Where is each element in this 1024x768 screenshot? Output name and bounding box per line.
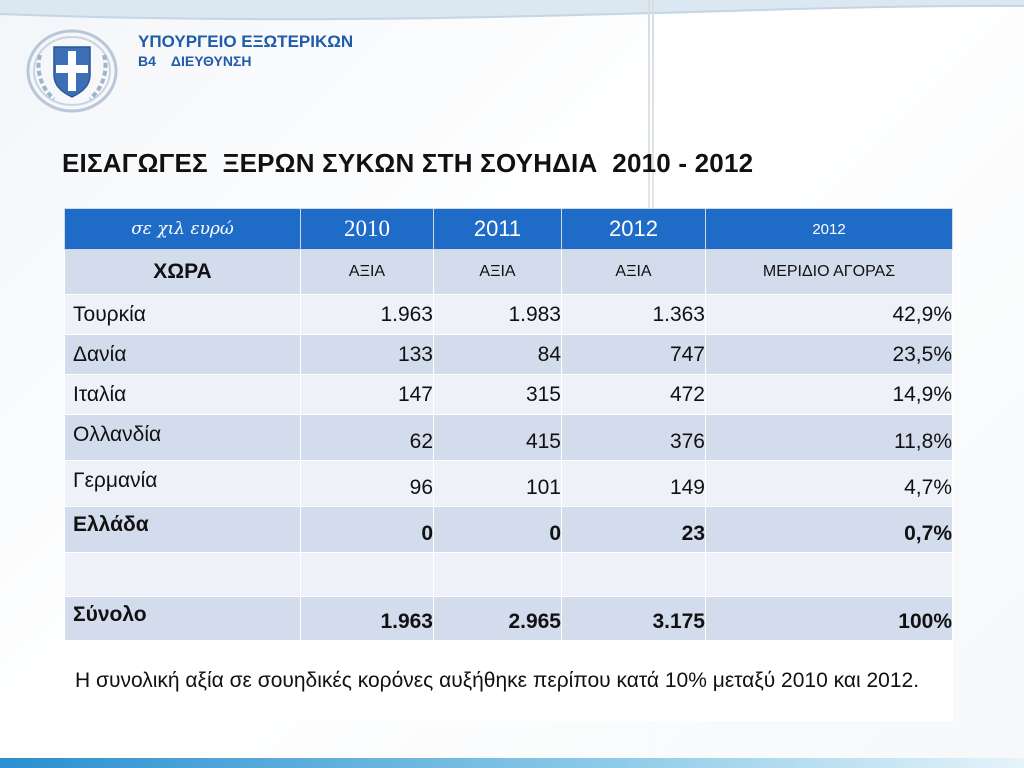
year-2011-header: 2011: [433, 208, 562, 250]
table-row: Δανία 133 84 747 23,5%: [64, 334, 953, 375]
top-wave-decoration: [0, 0, 1024, 21]
value-cell: 62: [300, 414, 434, 461]
value-cell: 1.363: [561, 294, 706, 335]
bottom-strip: [0, 758, 1024, 768]
value-column-header: ΑΞΙΑ: [561, 249, 706, 295]
table-subheader-row: ΧΩΡΑ ΑΞΙΑ ΑΞΙΑ ΑΞΙΑ ΜΕΡΙΔΙΟ ΑΓΟΡΑΣ: [64, 249, 953, 295]
value-cell: 0: [433, 506, 562, 553]
share-cell: 42,9%: [705, 294, 953, 335]
year-2012-header: 2012: [561, 208, 706, 250]
total-label: Σύνολο: [64, 596, 301, 641]
value-cell: 1.983: [433, 294, 562, 335]
value-column-header: ΑΞΙΑ: [300, 249, 434, 295]
note-text: Η συνολική αξία σε σουηδικές κορόνες αυξ…: [64, 640, 953, 721]
share-cell: 4,7%: [705, 460, 953, 507]
ministry-name: ΥΠΟΥΡΓΕΙΟ ΕΞΩΤΕΡΙΚΩΝ: [138, 32, 354, 51]
value-cell: 747: [561, 334, 706, 375]
year-2010-header: 2010: [300, 208, 434, 250]
table-row: Ιταλία 147 315 472 14,9%: [64, 374, 953, 415]
total-value-cell: 1.963: [300, 596, 434, 641]
value-cell: 315: [433, 374, 562, 415]
table-header-row: σε χιλ ευρώ 2010 2011 2012 2012: [64, 208, 953, 250]
country-cell: Τουρκία: [64, 294, 301, 335]
value-column-header: ΑΞΙΑ: [433, 249, 562, 295]
country-cell: Ελλάδα: [64, 506, 301, 553]
country-cell: Γερμανία: [64, 460, 301, 507]
country-column-header: ΧΩΡΑ: [64, 249, 301, 295]
share-year-header: 2012: [705, 208, 953, 250]
share-cell: 14,9%: [705, 374, 953, 415]
greek-emblem-logo: [26, 29, 118, 113]
table-row: Ολλανδία 62 415 376 11,8%: [64, 414, 953, 461]
table-row: Ελλάδα 0 0 23 0,7%: [64, 506, 953, 553]
empty-row: [64, 552, 953, 597]
value-cell: 1.963: [300, 294, 434, 335]
table-row: Γερμανία 96 101 149 4,7%: [64, 460, 953, 507]
value-cell: 96: [300, 460, 434, 507]
value-cell: 147: [300, 374, 434, 415]
total-value-cell: 2.965: [433, 596, 562, 641]
value-cell: 133: [300, 334, 434, 375]
share-cell: 23,5%: [705, 334, 953, 375]
ministry-header: ΥΠΟΥΡΓΕΙΟ ΕΞΩΤΕΡΙΚΩΝ Β4 ΔΙΕΥΘΥΝΣΗ: [138, 32, 353, 70]
total-share-cell: 100%: [705, 596, 953, 641]
value-cell: 376: [561, 414, 706, 461]
department-name: Β4 ΔΙΕΥΘΥΝΣΗ: [138, 53, 252, 69]
country-cell: Ιταλία: [64, 374, 301, 415]
value-cell: 101: [433, 460, 562, 507]
page-title: ΕΙΣΑΓΩΓΕΣ ΞΕΡΩΝ ΣΥΚΩΝ ΣΤΗ ΣΟΥΗΔΙΑ 2010 -…: [62, 148, 754, 178]
market-share-column-header: ΜΕΡΙΔΙΟ ΑΓΟΡΑΣ: [705, 249, 953, 295]
total-row: Σύνολο 1.963 2.965 3.175 100%: [64, 596, 953, 641]
value-cell: 415: [433, 414, 562, 461]
share-cell: 11,8%: [705, 414, 953, 461]
share-cell: 0,7%: [705, 506, 953, 553]
total-value-cell: 3.175: [561, 596, 706, 641]
note-row: Η συνολική αξία σε σουηδικές κορόνες αυξ…: [64, 640, 953, 721]
unit-label: σε χιλ ευρώ: [64, 208, 301, 250]
value-cell: 23: [561, 506, 706, 553]
imports-table: σε χιλ ευρώ 2010 2011 2012 2012 ΧΩΡΑ ΑΞΙ…: [64, 208, 953, 721]
country-cell: Δανία: [64, 334, 301, 375]
country-cell: Ολλανδία: [64, 414, 301, 461]
value-cell: 149: [561, 460, 706, 507]
value-cell: 84: [433, 334, 562, 375]
value-cell: 0: [300, 506, 434, 553]
table-row: Τουρκία 1.963 1.983 1.363 42,9%: [64, 294, 953, 335]
value-cell: 472: [561, 374, 706, 415]
